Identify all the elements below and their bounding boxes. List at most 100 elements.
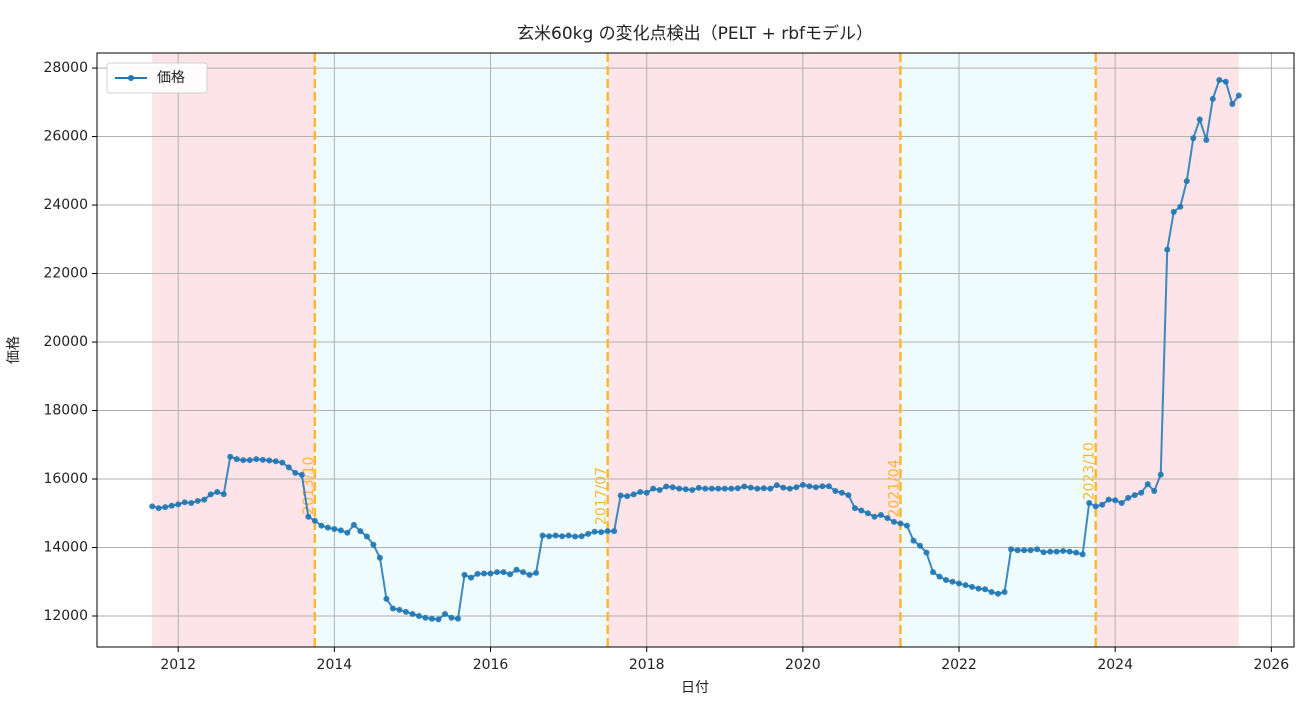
data-point [1047,548,1054,555]
data-point [487,570,494,577]
data-point [819,483,826,490]
legend-label: 価格 [157,70,185,86]
data-point [747,484,754,491]
data-point [715,485,722,492]
data-point [461,571,468,578]
data-point [175,501,182,508]
data-point [279,459,286,466]
data-point [682,486,689,493]
data-point [448,614,455,621]
chart-title: 玄米60kg の変化点検出（PELT + rbfモデル） [517,23,873,44]
data-point [578,533,585,540]
data-point [1170,208,1177,215]
x-tick-label: 2012 [160,657,196,673]
data-point [376,554,383,561]
data-point [982,586,989,593]
data-point [767,485,774,492]
data-point [207,491,214,498]
data-point [617,492,624,499]
data-point [923,549,930,556]
data-point [526,571,533,578]
data-point [1144,481,1151,488]
data-point [1164,246,1171,253]
data-point [409,610,416,617]
y-tick-label: 22000 [43,266,88,282]
data-point [637,489,644,496]
data-point [344,529,351,536]
data-point [708,485,715,492]
data-point [298,471,305,478]
data-point [969,583,976,590]
data-point [897,520,904,527]
regions [152,53,1239,647]
data-point [292,469,299,476]
data-point [415,613,422,620]
data-point [1099,501,1106,508]
data-point [930,569,936,576]
data-point [903,522,910,529]
data-point [695,484,702,491]
data-point [702,485,709,492]
data-point [507,571,514,578]
data-point [793,484,800,491]
data-point [760,485,767,492]
data-point [318,522,325,529]
data-point [591,528,598,535]
data-point [370,541,377,548]
data-point [481,570,488,577]
data-point [1177,203,1184,210]
data-point [754,485,761,492]
data-point [956,580,963,587]
data-point [1190,135,1197,142]
data-point [799,481,806,488]
y-tick-label: 24000 [43,197,88,213]
data-point [780,484,787,491]
changepoint-label: 2021/04 [886,459,902,517]
data-point [220,491,227,498]
data-point [1118,499,1125,506]
data-point [533,569,540,576]
data-point [1222,78,1229,85]
data-point [975,585,982,592]
segment-region [1095,53,1239,647]
data-point [650,485,657,492]
data-point [773,482,780,489]
data-point [721,485,728,492]
y-tick-label: 12000 [43,608,88,624]
data-point [936,573,943,580]
data-point [734,485,741,492]
data-point [1027,547,1034,554]
data-point [916,542,923,549]
data-point [1157,471,1164,478]
data-point [741,483,748,490]
data-point [864,510,871,517]
changepoint-label: 2023/10 [1082,442,1098,500]
x-axis-label: 日付 [681,680,709,696]
data-point [1079,551,1086,558]
data-point [728,485,735,492]
data-point [357,528,364,535]
data-point [630,491,637,498]
data-point [962,582,969,589]
data-point [838,489,845,496]
data-point [441,610,448,617]
data-point [1053,548,1060,555]
data-point [162,504,169,511]
data-point [1086,499,1093,506]
data-point [1125,494,1132,501]
data-point [624,493,631,500]
plot-frame [96,52,1295,648]
x-tick-label: 2014 [317,657,353,673]
data-point [1229,101,1236,108]
data-point [604,528,611,535]
y-tick-label: 20000 [43,334,88,350]
data-point [565,532,572,539]
changepoint-label: 2017/07 [594,467,610,525]
data-point [181,499,188,506]
data-point [572,533,579,540]
segment-region [607,53,901,647]
data-point [539,532,546,539]
y-tick-label: 18000 [43,403,88,419]
data-point [812,484,819,491]
